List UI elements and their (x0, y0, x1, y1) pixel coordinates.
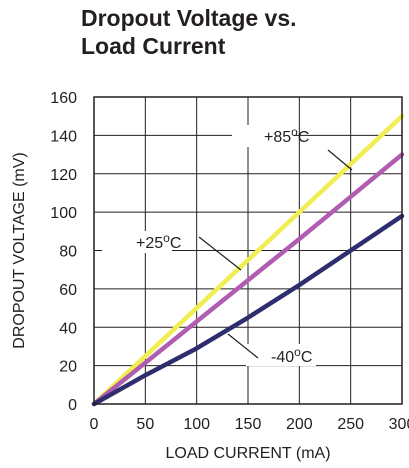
annotation-unit: C (298, 129, 310, 146)
x-tick-label: 250 (337, 416, 364, 433)
x-tick-label: 300 (389, 416, 409, 433)
annotation-value: -40 (271, 349, 294, 366)
series-lines (91, 113, 405, 407)
y-tick-label: 140 (50, 128, 77, 145)
annotation-degree: o (163, 231, 170, 245)
x-tick-labels: 0 50 100 150 200 250 300 (90, 416, 409, 433)
chart-title-line-2: Load Current (81, 33, 226, 59)
x-tick-label: 200 (286, 416, 313, 433)
y-tick-labels: 0 20 40 60 80 100 120 140 160 (50, 90, 77, 414)
series-line (91, 213, 405, 407)
annotations: +85oC+25oC-40oC (102, 125, 353, 366)
x-axis-label: LOAD CURRENT (mA) (165, 445, 330, 462)
annotation-leader-line (227, 333, 259, 359)
annotation-degree: o (294, 345, 301, 359)
y-tick-label: 60 (59, 282, 77, 299)
annotation-background (102, 231, 172, 253)
chart-title-line-1: Dropout Voltage vs. (81, 5, 297, 31)
y-tick-label: 40 (59, 320, 77, 337)
series-line (91, 152, 405, 407)
x-tick-label: 50 (136, 416, 154, 433)
annotation-value: +25 (136, 235, 163, 252)
x-tick-label: 150 (235, 416, 262, 433)
y-tick-label: 120 (50, 167, 77, 184)
y-tick-label: 100 (50, 205, 77, 222)
annotation-background (232, 125, 294, 147)
annotation-label: +25oC (136, 231, 181, 252)
y-tick-label: 0 (68, 397, 77, 414)
x-tick-label: 100 (183, 416, 210, 433)
y-tick-label: 160 (50, 90, 77, 107)
annotation-background (246, 344, 316, 366)
y-axis-label: DROPOUT VOLTAGE (mV) (11, 152, 28, 348)
chart-title: Dropout Voltage vs. Load Current (81, 4, 401, 60)
series-line (91, 113, 405, 407)
annotation-degree: o (291, 125, 298, 139)
annotation-value: +85 (264, 129, 291, 146)
y-tick-label: 20 (59, 359, 77, 376)
annotation-label: -40oC (271, 345, 312, 366)
annotation-leader-line (198, 236, 242, 271)
annotation-label: +85oC (264, 125, 309, 146)
annotation-leader-line (327, 149, 353, 171)
x-tick-label: 0 (90, 416, 99, 433)
y-tick-label: 80 (59, 244, 77, 261)
plot-frame (93, 96, 403, 405)
annotation-unit: C (170, 235, 182, 252)
annotation-unit: C (301, 349, 313, 366)
